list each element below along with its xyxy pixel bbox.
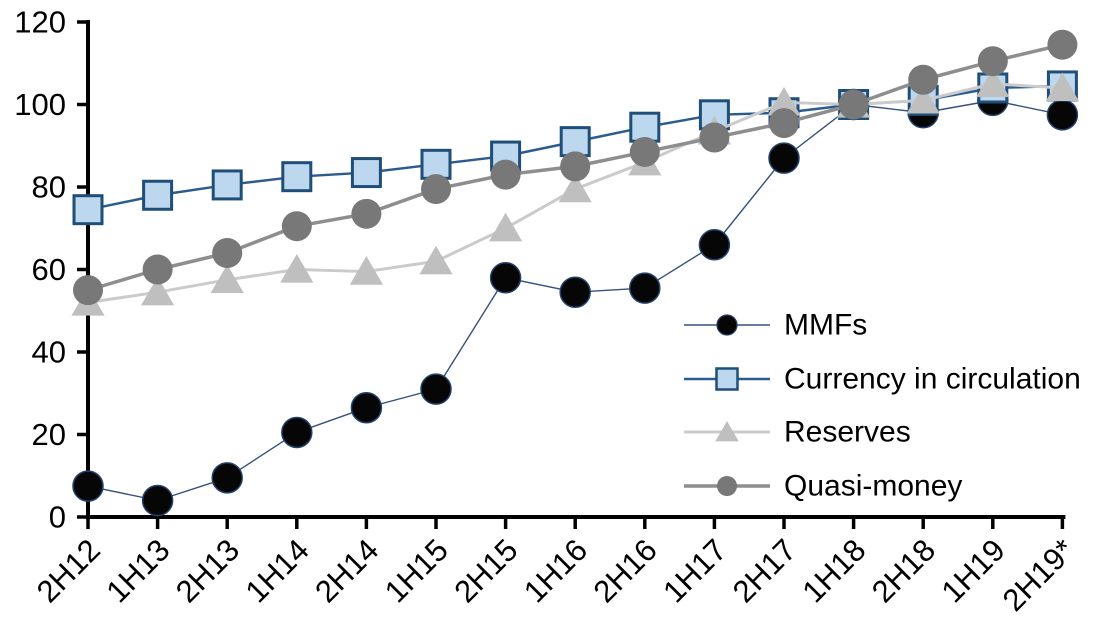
data-point-quasi-money-2H18 [908, 64, 939, 95]
x-axis-label: 2H13 [169, 532, 246, 609]
data-point-quasi-money-2H12 [73, 275, 103, 306]
x-axis-label: 1H13 [99, 532, 176, 609]
data-point-quasi-money-1H14 [281, 211, 312, 242]
data-point-mmfs-1H17 [698, 229, 731, 261]
data-point-currency-in-circulation-1H13 [142, 179, 174, 211]
x-axis-label: 1H15 [378, 532, 455, 609]
data-point-reserves-2H18 [906, 84, 940, 114]
legend-label-mmfs: MMFs [784, 309, 867, 342]
legend-marker-currency-in-circulation [715, 367, 739, 391]
x-axis-label: 2H14 [308, 532, 385, 609]
y-axis-label: 80 [32, 170, 66, 205]
legend-item-currency-in-circulation: Currency in circulation [684, 363, 1081, 396]
x-axis-label: 2H16 [587, 532, 664, 609]
data-point-reserves-2H17 [767, 86, 801, 116]
legend-label-currency-in-circulation: Currency in circulation [784, 363, 1081, 396]
series-quasi-money [73, 29, 1078, 306]
data-point-mmfs-1H16 [559, 276, 591, 308]
data-point-mmfs-1H14 [281, 416, 313, 449]
data-point-reserves-2H19 [1045, 72, 1079, 102]
x-axis-label: 2H15 [447, 532, 524, 609]
x-axis-label: 1H18 [795, 532, 872, 609]
data-point-currency-in-circulation-2H13 [211, 169, 243, 201]
data-point-reserves-2H15 [489, 212, 523, 242]
data-point-mmfs-2H15 [489, 262, 522, 294]
legend-marker-mmfs [716, 314, 738, 336]
data-point-quasi-money-2H14 [351, 198, 382, 229]
data-point-quasi-money-2H13 [212, 238, 243, 268]
legend: MMFs Currency in circulation Reserves Quasi… [684, 309, 1081, 503]
data-point-quasi-money-1H17 [699, 122, 730, 153]
y-axis-label: 100 [14, 87, 66, 122]
y-axis-label: 40 [32, 335, 66, 370]
x-axis-label: 2H17 [726, 532, 803, 609]
data-point-currency-in-circulation-2H16 [629, 111, 661, 143]
data-point-currency-in-circulation-2H14 [350, 157, 382, 189]
data-point-mmfs-1H13 [141, 484, 174, 517]
legend-marker-quasi-money [717, 476, 737, 496]
legend-item-reserves: Reserves [684, 416, 911, 449]
data-point-mmfs-2H14 [350, 391, 383, 424]
data-point-reserves-1H19 [976, 68, 1010, 98]
data-point-reserves-1H14 [280, 254, 314, 283]
y-axis-label: 20 [32, 417, 66, 452]
legend-label-quasi-money: Quasi-money [784, 470, 962, 503]
data-point-currency-in-circulation-2H12 [72, 194, 104, 226]
y-axis-label: 60 [32, 252, 66, 287]
x-axis-label: 1H17 [656, 532, 733, 609]
data-point-mmfs-1H15 [420, 373, 452, 405]
data-point-mmfs-2H17 [768, 142, 800, 174]
data-point-quasi-money-2H17 [769, 108, 799, 139]
data-point-reserves-1H16 [558, 173, 592, 203]
data-point-reserves-2H13 [210, 264, 244, 293]
legend-item-quasi-money: Quasi-money [684, 470, 962, 503]
data-point-quasi-money-1H19 [977, 46, 1008, 77]
data-point-mmfs-2H13 [211, 462, 243, 494]
data-point-quasi-money-2H16 [629, 136, 660, 167]
legend-item-mmfs: MMFs [684, 309, 867, 342]
x-axis-label: 2H19* [996, 532, 1082, 618]
data-point-currency-in-circulation-1H14 [281, 161, 313, 193]
y-axis-label: 120 [14, 5, 66, 40]
data-point-mmfs-2H16 [629, 272, 661, 304]
legend-label-reserves: Reserves [784, 416, 911, 449]
data-point-mmfs-2H19 [1046, 99, 1079, 131]
data-point-quasi-money-1H15 [421, 174, 451, 205]
x-axis-label: 1H16 [517, 532, 594, 609]
data-point-reserves-2H14 [349, 256, 383, 285]
legend-marker-reserves [715, 421, 739, 442]
data-point-quasi-money-1H13 [142, 254, 173, 285]
data-point-mmfs-2H12 [72, 470, 104, 502]
x-axis-label: 2H18 [865, 532, 942, 609]
data-point-reserves-1H15 [419, 245, 453, 275]
data-point-quasi-money-1H16 [560, 151, 591, 182]
y-axis-label: 0 [49, 500, 66, 535]
data-point-quasi-money-2H19 [1047, 29, 1078, 60]
x-axis-label: 1H14 [239, 532, 316, 609]
data-point-reserves-1H13 [141, 276, 175, 306]
x-axis-label: 2H12 [30, 532, 107, 609]
data-point-quasi-money-2H15 [490, 159, 521, 190]
data-point-quasi-money-1H18 [838, 89, 869, 120]
